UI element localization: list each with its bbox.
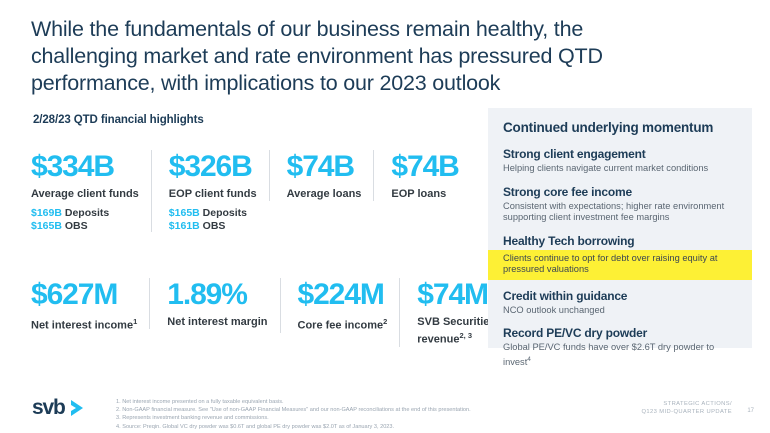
metric-label: SVB Securities revenue2, 3 xyxy=(417,315,501,347)
metric-value: $326B xyxy=(168,150,253,183)
financial-highlights-label: 2/28/23 QTD financial highlights xyxy=(33,114,204,126)
momentum-item-description: Consistent with expectations; higher rat… xyxy=(503,201,737,224)
metric-sub-amount: $161B xyxy=(168,219,200,232)
momentum-item-title: Healthy Tech borrowing xyxy=(503,233,635,248)
metric-card: $326B EOP client funds $165B Deposits $161B… xyxy=(150,150,269,232)
metric-value: $224M xyxy=(297,278,385,311)
metric-label-footnote-ref: 1 xyxy=(133,317,138,326)
page-number: 17 xyxy=(747,408,754,414)
metric-sub-text: Deposits xyxy=(61,207,110,219)
momentum-item: Credit within guidance NCO outlook unchan… xyxy=(503,289,737,317)
metric-label: Core fee income2 xyxy=(298,315,388,333)
deck-meta: STRATEGIC ACTIONS/ Q123 MID-QUARTER UPDA… xyxy=(642,400,732,416)
momentum-item-description: Global PE/VC funds have over $2.6T dry p… xyxy=(503,342,737,368)
footnote: 3. Represents investment banking revenue… xyxy=(116,415,269,422)
deck-meta-line2: Q123 MID-QUARTER UPDATE xyxy=(641,409,732,415)
metric-sub-item: $165B OBS xyxy=(31,220,139,233)
metric-sub-list: $169B Deposits $165B OBS xyxy=(31,207,139,232)
momentum-panel: Continued underlying momentum Strong cli… xyxy=(488,108,752,367)
metric-label-text: EOP client funds xyxy=(168,188,257,200)
footnote: 1. Net interest income presented on a fu… xyxy=(116,399,284,405)
momentum-item-description: Clients continue to opt for debt over ra… xyxy=(488,249,752,280)
metric-value: $334B xyxy=(31,150,115,183)
metric-label-text: SVB Securities revenue xyxy=(417,316,496,346)
metric-value: $74B xyxy=(286,150,355,183)
metric-label-text: Average client funds xyxy=(31,188,139,200)
metric-sub-item: $165B Deposits xyxy=(169,207,257,220)
momentum-heading: Continued underlying momentum xyxy=(503,120,714,135)
metric-label: EOP loans xyxy=(391,187,458,201)
metric-card: $627M Net interest income1 xyxy=(31,278,149,333)
footnote: 4. Source: Preqin. Global VC dry powder … xyxy=(116,423,395,430)
momentum-item-title: Strong core fee income xyxy=(503,184,632,199)
metric-card: $74B Average loans xyxy=(268,150,374,201)
momentum-item-title: Strong client engagement xyxy=(503,147,646,161)
svb-logo: svb xyxy=(32,396,104,420)
momentum-item: Strong client engagement Helping clients … xyxy=(503,147,737,175)
metric-label: Average client funds xyxy=(31,187,139,201)
metric-label-footnote-ref: 2 xyxy=(383,317,388,326)
momentum-item-description: NCO outlook unchanged xyxy=(503,305,737,317)
metric-value: $74B xyxy=(391,150,459,183)
momentum-footnote-ref: 4 xyxy=(527,355,531,363)
metric-sub-text: OBS xyxy=(199,219,226,232)
metric-value: $74M xyxy=(417,278,489,311)
momentum-item-list: Strong client engagement Helping clients … xyxy=(488,147,752,368)
chevron-right-icon xyxy=(70,400,84,421)
metric-row-secondary: $627M Net interest income1 1.89% Net intere… xyxy=(31,278,513,347)
metric-sub-amount: $165B xyxy=(168,207,200,219)
momentum-item-description-text: Consistent with expectations; higher rat… xyxy=(503,200,725,223)
momentum-item: Strong core fee income Consistent with ex… xyxy=(503,185,737,224)
momentum-item-title: Record PE/VC dry powder xyxy=(503,326,648,340)
metric-card: $74M SVB Securities revenue2, 3 xyxy=(399,278,513,347)
metric-label-text: EOP loans xyxy=(391,188,447,200)
metric-label: Net interest income1 xyxy=(31,315,137,333)
metric-label-text: Average loans xyxy=(286,188,362,200)
momentum-item: Record PE/VC dry powder Global PE/VC fund… xyxy=(503,326,737,368)
metric-sub-item: $169B Deposits xyxy=(31,207,139,220)
footnote: 2. Non-GAAP financial measure. See "Use … xyxy=(116,407,471,414)
momentum-item-description-text: Global PE/VC funds have over $2.6T dry p… xyxy=(503,342,715,367)
metric-card: $74B EOP loans xyxy=(373,150,470,201)
metric-label-text: Net interest income xyxy=(31,319,134,332)
metric-card: $334B Average client funds $169B Deposits $… xyxy=(31,150,151,232)
momentum-item-description-text: Clients continue to opt for debt over ra… xyxy=(503,252,718,275)
metric-sub-list: $165B Deposits $161B OBS xyxy=(169,207,257,232)
page-title: While the fundamentals of our business r… xyxy=(31,17,603,95)
metric-label: Average loans xyxy=(287,187,362,201)
metric-row-primary: $334B Average client funds $169B Deposits $… xyxy=(31,150,471,232)
metric-sub-amount: $165B xyxy=(31,219,62,232)
metric-sub-item: $161B OBS xyxy=(169,220,257,233)
metric-value: $627M xyxy=(31,278,118,311)
metric-label: EOP client funds xyxy=(169,187,257,201)
momentum-item-title: Credit within guidance xyxy=(503,288,628,303)
metric-label-text: Core fee income xyxy=(297,319,384,332)
metric-sub-amount: $169B xyxy=(31,207,62,219)
momentum-item: Healthy Tech borrowing Clients continue t… xyxy=(488,233,752,280)
metric-sub-text: Deposits xyxy=(199,207,248,219)
metric-sub-text: OBS xyxy=(61,219,88,232)
metric-label-footnote-ref: 2, 3 xyxy=(459,331,472,340)
metric-label-text: Net interest margin xyxy=(167,316,268,328)
deck-meta-line1: STRATEGIC ACTIONS/ xyxy=(663,401,732,407)
momentum-item-description: Helping clients navigate current market … xyxy=(503,163,737,175)
footnotes-list: 1. Net interest income presented on a fu… xyxy=(116,398,616,431)
metric-value: 1.89% xyxy=(167,278,248,311)
momentum-item-description-text: Helping clients navigate current market … xyxy=(503,163,709,173)
metric-card: $224M Core fee income2 xyxy=(279,278,400,333)
svb-wordmark: svb xyxy=(32,396,66,419)
metric-card: 1.89% Net interest margin xyxy=(149,278,279,329)
momentum-item-description-text: NCO outlook unchanged xyxy=(503,304,605,315)
metric-label: Net interest margin xyxy=(167,315,267,329)
